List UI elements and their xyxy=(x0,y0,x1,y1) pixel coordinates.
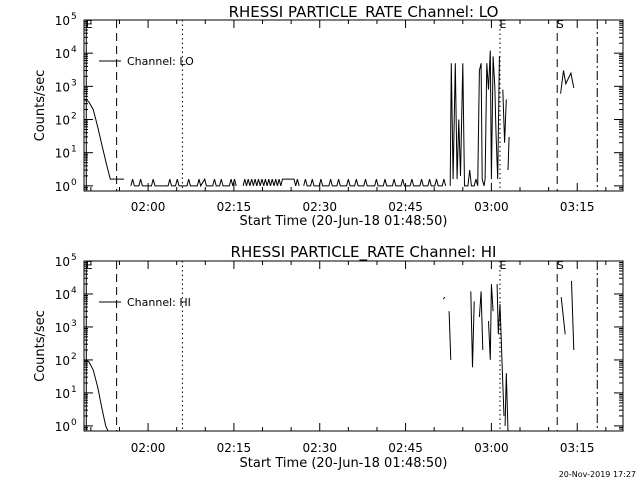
series-1-segment-6 xyxy=(488,284,494,360)
x-tick-label: 02:15 xyxy=(217,200,252,214)
series-1-segment-8 xyxy=(560,70,575,94)
y-tick-exponent: 1 xyxy=(71,145,77,155)
y-tick-label: 10 xyxy=(55,147,70,161)
x-tick-label: 02:00 xyxy=(131,441,166,455)
series-1-segment-2 xyxy=(130,177,237,188)
y-tick-label: 10 xyxy=(55,387,70,401)
y-tick-label: 10 xyxy=(55,321,70,335)
y-tick-exponent: 0 xyxy=(71,178,77,188)
x-tick-label: 02:00 xyxy=(131,200,166,214)
x-tick-label: 02:45 xyxy=(388,441,423,455)
x-tick-label: 02:45 xyxy=(388,200,423,214)
series-1-segment-2 xyxy=(442,296,446,300)
series-1-segment-3 xyxy=(242,178,300,187)
legend-label: Channel: HI xyxy=(127,296,191,309)
y-tick-exponent: 4 xyxy=(71,286,77,296)
series-1-segment-3 xyxy=(448,311,452,360)
x-axis-label: Start Time (20-Jun-18 01:48:50) xyxy=(240,456,448,471)
series-1-segment-1 xyxy=(83,99,125,180)
marker-label: E xyxy=(86,259,93,272)
series-1-segment-1 xyxy=(83,359,109,432)
y-axis-label: Counts/sec xyxy=(33,310,48,382)
series-1-segment-4 xyxy=(470,291,475,368)
series-1-segment-8 xyxy=(504,373,509,432)
legend-label: Channel: LO xyxy=(127,55,194,68)
x-tick-label: 02:15 xyxy=(217,441,252,455)
y-tick-label: 10 xyxy=(55,14,70,28)
y-tick-exponent: 4 xyxy=(71,45,77,55)
y-tick-exponent: 2 xyxy=(71,112,77,122)
y-tick-label: 10 xyxy=(55,255,70,269)
series-1-segment-4 xyxy=(303,178,447,187)
marker-label: S xyxy=(557,259,564,272)
y-tick-exponent: 2 xyxy=(71,352,77,362)
series-1-segment-5 xyxy=(478,291,484,351)
footer-timestamp: 20-Nov-2019 17:27 xyxy=(558,470,636,479)
marker-label: E xyxy=(500,18,507,31)
y-tick-label: 10 xyxy=(55,80,70,94)
y-tick-label: 10 xyxy=(55,180,70,194)
marker-label: S xyxy=(557,18,564,31)
x-tick-label: 03:15 xyxy=(560,200,595,214)
y-tick-exponent: 1 xyxy=(71,385,77,395)
x-tick-label: 02:30 xyxy=(302,441,337,455)
series-1-segment-10 xyxy=(571,280,575,351)
y-tick-exponent: 5 xyxy=(71,12,77,22)
y-tick-label: 10 xyxy=(55,288,70,302)
y-tick-label: 10 xyxy=(55,47,70,61)
plot-frame xyxy=(83,19,624,192)
marker-label: E xyxy=(86,18,93,31)
series-1-segment-6 xyxy=(502,89,507,143)
x-tick-label: 02:30 xyxy=(302,200,337,214)
series-1-segment-7 xyxy=(496,284,505,417)
y-tick-exponent: 3 xyxy=(71,78,77,88)
series-1-segment-9 xyxy=(560,297,566,335)
x-axis-label: Start Time (20-Jun-18 01:48:50) xyxy=(240,214,448,229)
y-tick-exponent: 5 xyxy=(71,253,77,263)
chart-panel-2: RHESSI PARTICLE_RATE Channel: HI Start Ti… xyxy=(33,243,624,471)
y-tick-label: 10 xyxy=(55,420,70,434)
y-tick-exponent: 3 xyxy=(71,319,77,329)
series-1-segment-5 xyxy=(449,50,500,187)
x-tick-label: 03:15 xyxy=(560,441,595,455)
y-tick-label: 10 xyxy=(55,354,70,368)
marker-label: E xyxy=(500,259,507,272)
x-tick-label: 03:00 xyxy=(474,200,509,214)
chart-title: RHESSI PARTICLE_RATE Channel: LO xyxy=(229,3,499,22)
plot-frame xyxy=(83,260,624,432)
chart-title: RHESSI PARTICLE_RATE Channel: HI xyxy=(231,243,497,262)
y-tick-label: 10 xyxy=(55,114,70,128)
chart-panel-1: RHESSI PARTICLE_RATE Channel: LO Start Ti… xyxy=(33,3,624,229)
series-1-segment-7 xyxy=(507,136,510,171)
y-tick-exponent: 0 xyxy=(71,418,77,428)
y-axis-label: Counts/sec xyxy=(33,70,48,142)
x-tick-label: 03:00 xyxy=(474,441,509,455)
